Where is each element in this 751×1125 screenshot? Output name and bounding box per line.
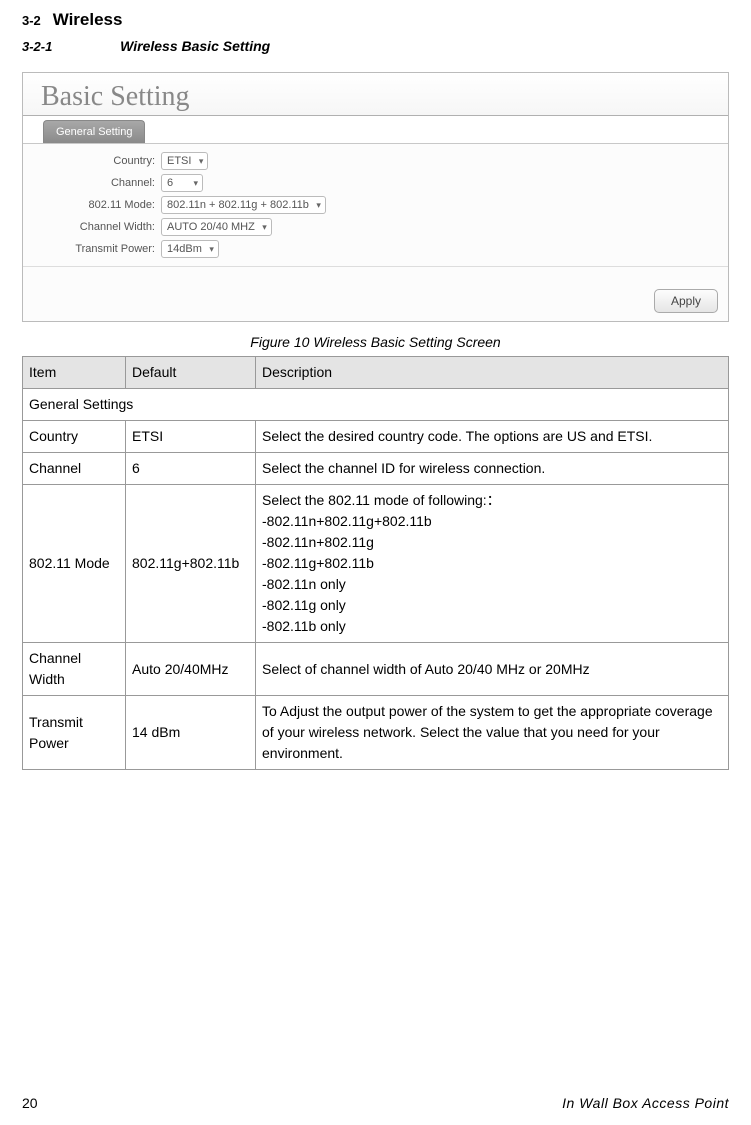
table-row: Country ETSI Select the desired country … — [23, 421, 729, 453]
cell-item: Channel — [23, 453, 126, 485]
cell-default: 6 — [126, 453, 256, 485]
section-header: 3-2 Wireless — [22, 10, 729, 30]
desc-line: -802.11b only — [262, 616, 722, 637]
select-mode-value: 802.11n + 802.11g + 802.11b — [167, 199, 309, 211]
select-power-value: 14dBm — [167, 243, 202, 255]
desc-line: -802.11g only — [262, 595, 722, 616]
subsection-title: Wireless Basic Setting — [120, 38, 270, 54]
chevron-down-icon: ▾ — [316, 200, 321, 211]
select-country[interactable]: ETSI ▾ — [161, 152, 208, 170]
tab-row: General Setting — [23, 116, 728, 144]
label-width: Channel Width: — [23, 221, 161, 233]
apply-button[interactable]: Apply — [654, 289, 718, 313]
header-default: Default — [126, 357, 256, 389]
book-title: In Wall Box Access Point — [562, 1095, 729, 1111]
chevron-down-icon: ▾ — [193, 178, 198, 189]
label-power: Transmit Power: — [23, 243, 161, 255]
select-width-value: AUTO 20/40 MHZ — [167, 221, 255, 233]
desc-line: Select the 802.11 mode of following:： — [262, 490, 722, 511]
table-row: 802.11 Mode 802.11g+802.11b Select the 8… — [23, 485, 729, 643]
settings-screenshot: Basic Setting General Setting Country: E… — [22, 72, 729, 322]
tab-general-setting[interactable]: General Setting — [43, 120, 145, 143]
cell-default: 802.11g+802.11b — [126, 485, 256, 643]
form-area: Country: ETSI ▾ Channel: 6 ▾ 802.11 Mode… — [23, 144, 728, 288]
select-country-value: ETSI — [167, 155, 191, 167]
cell-item: Country — [23, 421, 126, 453]
label-mode: 802.11 Mode: — [23, 199, 161, 211]
chevron-down-icon: ▾ — [209, 244, 214, 255]
table-row: Channel Width Auto 20/40MHz Select of ch… — [23, 643, 729, 696]
table-row: Transmit Power 14 dBm To Adjust the outp… — [23, 696, 729, 770]
section-title: Wireless — [53, 10, 123, 29]
select-width[interactable]: AUTO 20/40 MHZ ▾ — [161, 218, 272, 236]
section-cell: General Settings — [23, 389, 729, 421]
desc-line: -802.11n+802.11g — [262, 532, 722, 553]
chevron-down-icon: ▾ — [262, 222, 267, 233]
spec-table: Item Default Description General Setting… — [22, 356, 729, 770]
figure-caption: Figure 10 Wireless Basic Setting Screen — [22, 334, 729, 350]
page-number: 20 — [22, 1095, 38, 1111]
blank-row — [23, 266, 728, 288]
cell-default: 14 dBm — [126, 696, 256, 770]
cell-default: ETSI — [126, 421, 256, 453]
header-description: Description — [256, 357, 729, 389]
select-mode[interactable]: 802.11n + 802.11g + 802.11b ▾ — [161, 196, 326, 214]
select-channel[interactable]: 6 ▾ — [161, 174, 203, 192]
cell-desc: Select the channel ID for wireless conne… — [256, 453, 729, 485]
page-footer: 20 In Wall Box Access Point — [22, 1095, 729, 1111]
select-power[interactable]: 14dBm ▾ — [161, 240, 219, 258]
panel-title: Basic Setting — [23, 73, 728, 116]
desc-line: -802.11n only — [262, 574, 722, 595]
header-item: Item — [23, 357, 126, 389]
chevron-down-icon: ▾ — [199, 156, 204, 167]
cell-desc: Select of channel width of Auto 20/40 MH… — [256, 643, 729, 696]
cell-desc: Select the desired country code. The opt… — [256, 421, 729, 453]
cell-desc: Select the 802.11 mode of following:： -8… — [256, 485, 729, 643]
table-row: Channel 6 Select the channel ID for wire… — [23, 453, 729, 485]
desc-line: -802.11g+802.11b — [262, 553, 722, 574]
cell-desc: To Adjust the output power of the system… — [256, 696, 729, 770]
label-country: Country: — [23, 155, 161, 167]
desc-line: -802.11n+802.11g+802.11b — [262, 511, 722, 532]
cell-item: Transmit Power — [23, 696, 126, 770]
table-section-row: General Settings — [23, 389, 729, 421]
table-header-row: Item Default Description — [23, 357, 729, 389]
cell-item: 802.11 Mode — [23, 485, 126, 643]
label-channel: Channel: — [23, 177, 161, 189]
cell-item: Channel Width — [23, 643, 126, 696]
section-number: 3-2 — [22, 13, 41, 28]
subsection-number: 3-2-1 — [22, 39, 52, 54]
select-channel-value: 6 — [167, 177, 173, 189]
subsection-header: 3-2-1 Wireless Basic Setting — [22, 38, 729, 54]
cell-default: Auto 20/40MHz — [126, 643, 256, 696]
